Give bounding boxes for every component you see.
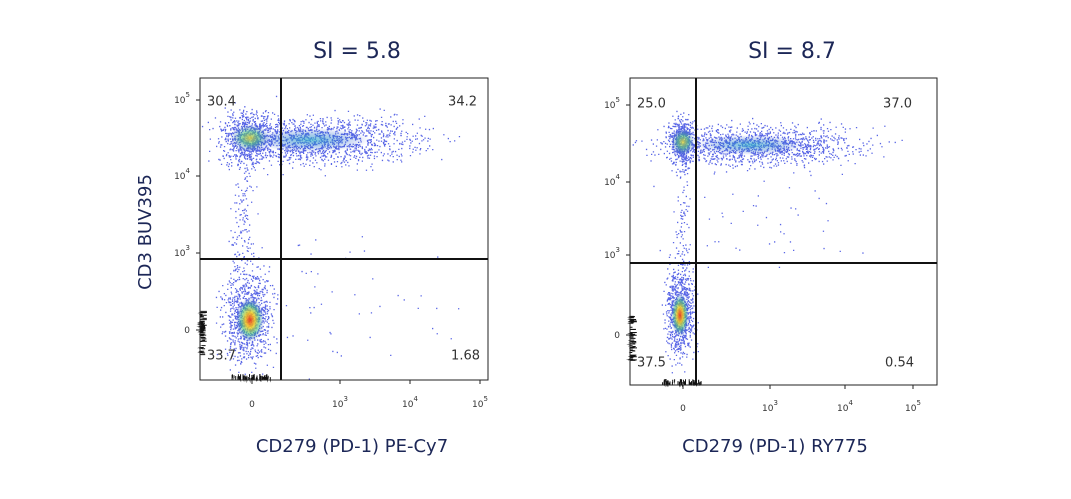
density-blob (671, 128, 695, 156)
tick-base: 10 (762, 404, 774, 414)
tick-base: 10 (402, 400, 414, 410)
tick-label: 103 (762, 399, 778, 414)
tick-exponent: 3 (186, 244, 190, 252)
tick-base: 10 (332, 400, 344, 410)
plot-frame (199, 77, 489, 381)
quadrant-percentage: 33.7 (207, 349, 236, 364)
tick-label: 0 (184, 326, 190, 336)
quadrant-percentage: 37.5 (637, 356, 666, 371)
tick-label: 0 (249, 400, 255, 410)
tick-exponent: 5 (916, 399, 920, 407)
quadrant-percentage: 0.54 (885, 356, 914, 371)
tick-label: 105 (174, 91, 190, 106)
density-blob (250, 128, 370, 152)
tick-exponent: 4 (413, 395, 418, 403)
event-dots (632, 110, 903, 374)
tick-label: 0 (680, 404, 686, 414)
tick-base: 0 (184, 326, 190, 336)
tick-label: 104 (402, 395, 418, 410)
tick-base: 10 (837, 404, 849, 414)
tick-base: 10 (604, 178, 616, 188)
tick-label: 104 (174, 167, 190, 182)
tick-exponent: 3 (616, 246, 620, 254)
tick-label: 103 (332, 395, 348, 410)
tick-base: 0 (249, 400, 255, 410)
density-blob (236, 298, 264, 342)
tick-exponent: 4 (616, 173, 621, 181)
x-axis-label: CD279 (PD-1) PE-Cy7 (256, 436, 448, 457)
tick-base: 10 (174, 172, 186, 182)
axis-events (625, 315, 702, 388)
x-axis-label: CD279 (PD-1) RY775 (682, 436, 868, 457)
tick-label: 104 (837, 399, 853, 414)
tick-base: 0 (680, 404, 686, 414)
tick-base: 0 (614, 331, 620, 341)
density-blob (695, 135, 805, 155)
tick-label: 105 (905, 399, 921, 414)
tick-base: 10 (604, 101, 616, 111)
tick-exponent: 4 (848, 399, 853, 407)
density-blob (671, 293, 689, 337)
quadrant-percentage: 1.68 (451, 349, 480, 364)
tick-exponent: 3 (343, 395, 347, 403)
panel-title: SI = 8.7 (748, 39, 836, 64)
axis-events (196, 310, 271, 384)
y-axis-label: CD3 BUV395 (135, 174, 156, 290)
tick-label: 105 (472, 395, 488, 410)
quadrant-percentage: 37.0 (883, 97, 912, 112)
tick-label: 103 (174, 244, 190, 259)
tick-exponent: 4 (186, 167, 191, 175)
tick-exponent: 3 (773, 399, 777, 407)
quadrant-percentage: 30.4 (207, 95, 236, 110)
quadrant-percentage: 34.2 (448, 95, 477, 110)
tick-base: 10 (472, 400, 484, 410)
plot-frame (629, 77, 938, 386)
tick-exponent: 5 (483, 395, 487, 403)
tick-exponent: 5 (186, 91, 190, 99)
tick-base: 10 (174, 96, 186, 106)
quadrant-percentage: 25.0 (637, 97, 666, 112)
tick-base: 10 (905, 404, 917, 414)
tick-exponent: 5 (616, 96, 620, 104)
tick-base: 10 (604, 251, 616, 261)
panel-title: SI = 5.8 (313, 39, 401, 64)
tick-base: 10 (174, 249, 186, 259)
tick-label: 105 (604, 96, 620, 111)
tick-label: 104 (604, 173, 620, 188)
tick-label: 103 (604, 246, 620, 261)
tick-label: 0 (614, 331, 620, 341)
